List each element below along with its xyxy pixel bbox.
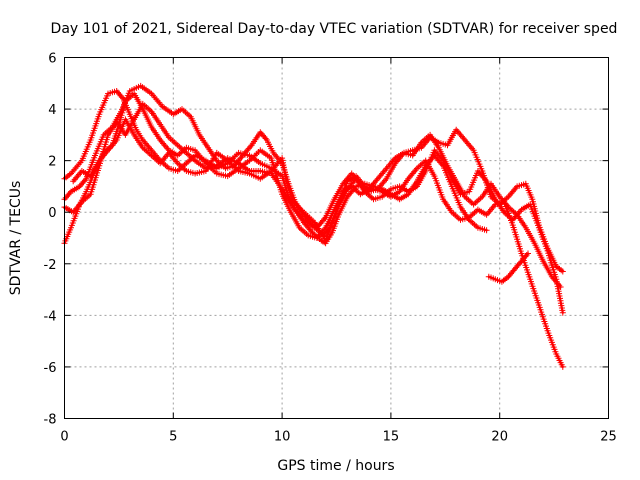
x-tick-label: 25 <box>600 430 617 445</box>
y-axis-label: SDTVAR / TECUs <box>8 181 24 296</box>
series-track-6 <box>70 116 566 316</box>
y-tick-label: 6 <box>48 52 56 67</box>
series-markers <box>70 116 566 316</box>
y-tick-label: -4 <box>44 309 57 324</box>
y-tick-label: 0 <box>48 206 56 221</box>
series-track-3 <box>61 90 566 275</box>
y-tick-label: -2 <box>44 258 57 273</box>
x-tick-label: 5 <box>169 430 177 445</box>
series-markers <box>61 90 566 275</box>
x-tick-label: 10 <box>274 430 291 445</box>
y-axis-ticks: -8 -6 -4 -2 0 2 4 6 <box>44 52 609 428</box>
plot-frame <box>64 57 609 419</box>
y-tick-label: 4 <box>48 103 56 118</box>
x-tick-label: 20 <box>491 430 508 445</box>
y-tick-label: -8 <box>44 413 57 428</box>
x-tick-label: 0 <box>60 430 68 445</box>
series-line <box>63 84 562 289</box>
chart-title: Day 101 of 2021, Sidereal Day-to-day VTE… <box>51 21 618 37</box>
x-tick-label: 15 <box>383 430 400 445</box>
y-tick-label: -6 <box>44 361 57 376</box>
y-tick-label: 2 <box>48 155 56 170</box>
x-axis-label: GPS time / hours <box>277 458 394 474</box>
series-track-5 <box>485 250 531 285</box>
grid <box>64 57 609 419</box>
series-group <box>61 82 566 370</box>
series-markers <box>485 250 531 285</box>
x-axis-ticks: 0 5 10 15 20 25 <box>60 57 617 445</box>
